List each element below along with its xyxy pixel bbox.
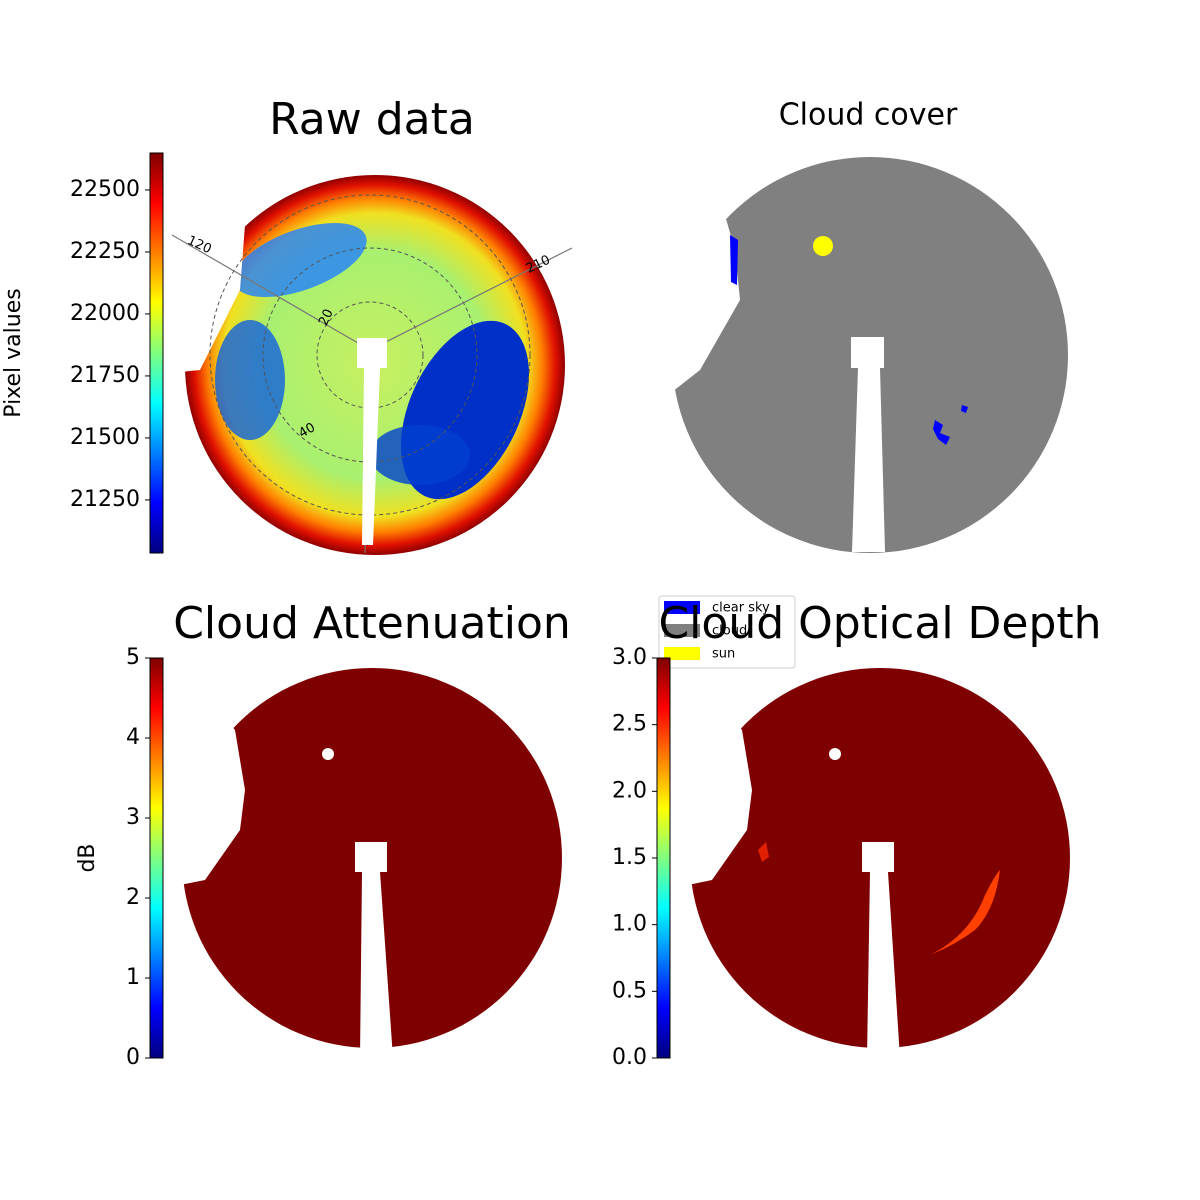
polar-label: 20 <box>316 307 337 328</box>
legend-swatch <box>664 624 700 637</box>
polar-label: 40 <box>296 420 318 441</box>
colorbar-tick-label: 4 <box>126 725 140 750</box>
colorbar-tick-label: 3 <box>126 805 140 830</box>
colorbar-tick-label: 1.0 <box>612 912 647 937</box>
legend-swatch <box>664 601 700 614</box>
colorbar-tick-label: 21500 <box>70 425 140 450</box>
colorbar <box>149 152 164 554</box>
colorbar-tick-label: 0.5 <box>612 978 647 1003</box>
optical-depth-image <box>678 650 1070 1058</box>
cloud-cover-image <box>660 150 1068 553</box>
colorbar-tick-label: 0.0 <box>612 1045 647 1070</box>
colorbar-tick-label: 22000 <box>70 301 140 326</box>
colorbar-tick-label: 3.0 <box>612 645 647 670</box>
colorbar-tick-label: 22500 <box>70 177 140 202</box>
panel-title: Cloud cover <box>779 98 958 133</box>
colorbar-tick-label: 5 <box>126 645 140 670</box>
legend-swatch <box>664 647 700 660</box>
colorbar-tick-label: 2.0 <box>612 778 647 803</box>
legend-label: cloud <box>712 624 747 639</box>
panel-title: Cloud Attenuation <box>173 598 571 649</box>
colorbar <box>149 657 164 1059</box>
raw-image: 120 210 20 40 <box>171 150 573 555</box>
panel-title: Raw data <box>269 94 475 145</box>
legend-label: sun <box>712 647 735 662</box>
attenuation-image <box>170 650 562 1058</box>
colorbar-tick-label: 2 <box>126 885 140 910</box>
colorbar-tick-label: 1.5 <box>612 845 647 870</box>
colorbar-tick-label: 21750 <box>70 363 140 388</box>
colorbar <box>656 657 671 1059</box>
colorbar-tick-label: 2.5 <box>612 712 647 737</box>
colorbar-tick-label: 21250 <box>70 487 140 512</box>
colorbar-tick-label: 0 <box>126 1045 140 1070</box>
colorbar-tick-label: 1 <box>126 965 140 990</box>
colorbar-tick-label: 22250 <box>70 239 140 264</box>
legend-label: clear sky <box>712 601 770 616</box>
panel-title: Cloud Optical Depth <box>658 598 1101 649</box>
colorbar-label: Pixel values <box>1 288 26 417</box>
colorbar-label: dB <box>75 843 100 872</box>
